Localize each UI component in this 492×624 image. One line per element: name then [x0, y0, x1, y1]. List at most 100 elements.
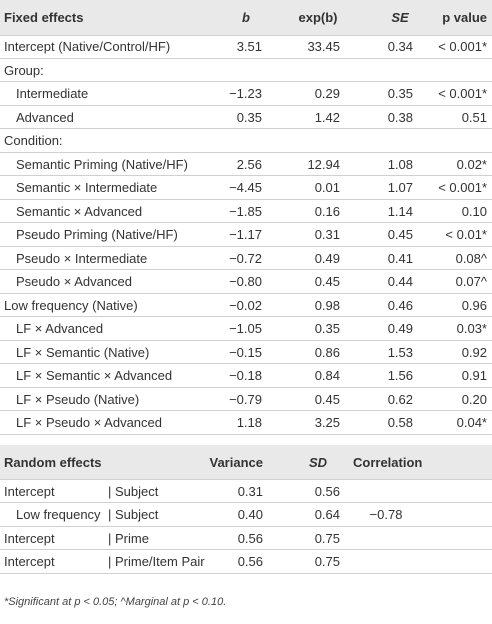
- cell-p: 0.08^: [455, 250, 487, 266]
- header-band: [0, 0, 492, 35]
- cell-exp-b: 0.45: [314, 274, 340, 289]
- row-separator: [0, 81, 492, 82]
- header-sd: SD: [308, 454, 328, 470]
- cell-exp-b: 0.16: [314, 203, 340, 219]
- row-label: LF × Advanced: [16, 321, 104, 336]
- cell-variance: 0.40: [237, 507, 263, 522]
- row-label: Group:: [4, 62, 44, 78]
- cell-se: 0.41: [387, 250, 413, 266]
- row-separator: [0, 525, 492, 527]
- row-separator: [0, 128, 492, 129]
- cell-se: 0.44: [387, 274, 413, 289]
- row-label: Low frequency (Native): [4, 297, 138, 313]
- row-term: Intercept: [4, 530, 55, 546]
- cell-b: 3.51: [236, 39, 262, 54]
- row-label: Semantic × Advanced: [16, 203, 143, 219]
- cell-correlation: −0.78: [369, 507, 403, 522]
- row-label: Intermediate: [16, 86, 89, 101]
- row-label: Pseudo × Advanced: [16, 274, 133, 289]
- cell-sd: 0.56: [314, 483, 340, 499]
- cell-sd: 0.75: [314, 554, 340, 569]
- header-exp-b: exp(b): [298, 10, 338, 25]
- cell-b: 1.18: [236, 415, 262, 430]
- cell-exp-b: 0.31: [314, 227, 340, 242]
- cell-exp-b: 0.45: [314, 391, 340, 407]
- cell-se: 1.14: [387, 203, 413, 219]
- cell-p: < 0.001*: [438, 86, 487, 101]
- cell-exp-b: 33.45: [307, 39, 340, 54]
- cell-variance: 0.56: [237, 554, 263, 569]
- row-group: | Subject: [108, 507, 159, 522]
- cell-se: 1.08: [387, 156, 413, 172]
- row-separator: [0, 175, 492, 176]
- row-separator: [0, 386, 492, 388]
- cell-p: 0.03*: [456, 321, 487, 336]
- cell-b: −4.45: [229, 180, 262, 195]
- cell-variance: 0.31: [237, 483, 263, 499]
- cell-p: 0.07^: [455, 274, 487, 289]
- row-label: LF × Semantic (Native): [16, 344, 150, 360]
- cell-exp-b: 0.35: [314, 321, 340, 336]
- row-separator: [0, 572, 492, 574]
- row-label: Intercept (Native/Control/HF): [4, 39, 171, 54]
- cell-exp-b: 3.25: [314, 415, 340, 430]
- cell-b: −1.85: [229, 203, 262, 219]
- cell-b: −1.23: [229, 86, 262, 101]
- row-separator: [0, 292, 492, 294]
- cell-p: 0.96: [461, 297, 487, 313]
- cell-se: 0.62: [387, 391, 413, 407]
- cell-p: 0.04*: [456, 415, 487, 430]
- row-group: | Subject: [108, 483, 159, 499]
- row-term: Intercept: [4, 483, 55, 499]
- row-separator: [0, 549, 492, 550]
- cell-sd: 0.75: [314, 530, 340, 546]
- row-separator: [0, 502, 492, 503]
- cell-exp-b: 0.01: [314, 180, 340, 195]
- row-separator: [0, 410, 492, 411]
- cell-b: −0.79: [229, 391, 262, 407]
- row-label: Advanced: [16, 109, 74, 125]
- cell-se: 0.38: [387, 109, 413, 125]
- cell-se: 0.35: [387, 86, 413, 101]
- cell-variance: 0.56: [237, 530, 263, 546]
- row-separator: [0, 198, 492, 200]
- row-separator: [0, 104, 492, 106]
- cell-se: 1.07: [387, 180, 413, 195]
- row-separator: [0, 35, 492, 36]
- cell-se: 0.34: [387, 39, 413, 54]
- cell-se: 1.53: [387, 344, 413, 360]
- row-separator: [0, 57, 492, 59]
- row-separator: [0, 151, 492, 153]
- cell-exp-b: 0.98: [314, 297, 340, 313]
- row-label: Pseudo Priming (Native/HF): [16, 227, 178, 242]
- row-label: Pseudo × Intermediate: [16, 250, 148, 266]
- cell-p: 0.02*: [456, 156, 487, 172]
- cell-p: 0.10: [461, 203, 487, 219]
- footnote: *Significant at p < 0.05; ^Marginal at p…: [4, 596, 227, 608]
- row-label: LF × Semantic × Advanced: [16, 368, 173, 383]
- header-p: p value: [442, 10, 487, 25]
- cell-exp-b: 0.86: [314, 344, 340, 360]
- cell-p: < 0.001*: [438, 180, 487, 195]
- cell-p: 0.91: [461, 368, 487, 383]
- row-group: | Prime: [108, 530, 149, 546]
- row-group: | Prime/Item Pair: [108, 554, 205, 569]
- cell-p: 0.92: [461, 344, 487, 360]
- cell-b: −1.05: [229, 321, 262, 336]
- row-label: Semantic Priming (Native/HF): [16, 156, 188, 172]
- row-separator: [0, 433, 492, 435]
- cell-exp-b: 1.42: [314, 109, 340, 125]
- cell-b: −0.02: [229, 297, 262, 313]
- cell-se: 0.46: [387, 297, 413, 313]
- header-band: [0, 444, 492, 480]
- row-separator: [0, 363, 492, 364]
- header-b: b: [242, 10, 250, 25]
- row-label: Semantic × Intermediate: [16, 180, 158, 195]
- cell-b: −0.72: [229, 250, 262, 266]
- cell-p: < 0.01*: [445, 227, 487, 242]
- header-variance: Variance: [209, 454, 264, 470]
- cell-b: −0.18: [229, 368, 262, 383]
- cell-sd: 0.64: [314, 507, 340, 522]
- row-term: Low frequency: [16, 507, 101, 522]
